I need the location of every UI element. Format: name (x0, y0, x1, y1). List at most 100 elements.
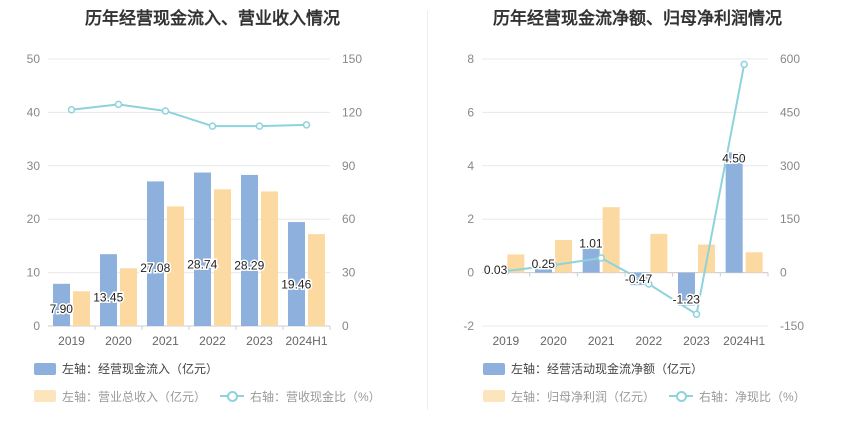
right-tick-label: -150 (780, 319, 804, 333)
data-label: 4.50 (722, 151, 746, 165)
legend-swatch (34, 362, 56, 375)
bar-归母净利润 (555, 240, 572, 273)
bar-归母净利润 (602, 207, 620, 273)
data-label: 13.45 (93, 290, 123, 304)
legend-row: 左轴：营业总收入（亿元） 右轴：营收现金比（%） (34, 388, 395, 406)
line-净现比 (505, 64, 746, 316)
x-tick-label: 2020 (105, 334, 132, 348)
legend-item[interactable]: 左轴：经营现金流入（亿元） (34, 360, 218, 377)
left-tick-label: 0 (33, 319, 40, 333)
left-tick-label: 30 (27, 159, 41, 173)
right-tick-label: 600 (780, 52, 800, 66)
left-tick-label: 50 (27, 52, 41, 66)
right-tick-label: 150 (780, 212, 800, 226)
right-tick-label: 0 (780, 266, 787, 280)
right-tick-label: 150 (342, 52, 362, 66)
chart-panel-right: 历年经营现金流净额、归母净利润情况 -2 0 2 4 6 8 -150 0 150 300 450 6… (425, 0, 850, 437)
x-tick-label: 2019 (58, 334, 85, 348)
data-label: -1.23 (673, 292, 701, 306)
chart-plot: 0 10 20 30 40 50 0 30 60 90 120 150 2019 2020 2021 2022… (27, 52, 363, 348)
x-tick-label: 2024H1 (285, 334, 327, 348)
line-point (114, 100, 123, 109)
left-tick-label: -2 (463, 319, 474, 333)
x-tick-label: 2023 (683, 334, 710, 348)
left-tick-label: 6 (467, 105, 474, 119)
legend-swatch (483, 390, 505, 402)
legend-row: 左轴：经营活动现金流净额（亿元） (483, 360, 820, 378)
line-point (692, 310, 701, 319)
legend-swatch (483, 362, 505, 375)
right-tick-label: 30 (342, 266, 356, 280)
bar-归母净利润 (507, 254, 525, 273)
panel-divider (427, 10, 428, 410)
chart-panel-left: 历年经营现金流入、营业收入情况 0 10 20 30 40 50 0 30 60 90 120 150… (27, 9, 395, 415)
bar-营业总收入 (308, 234, 325, 326)
left-tick-label: 20 (27, 212, 41, 226)
bar-经营现金流入 (194, 172, 211, 326)
chart-plot: -2 0 2 4 6 8 -150 0 150 300 450 600 2019 2020 2021 2022… (463, 52, 804, 348)
data-label: 28.29 (234, 259, 264, 273)
x-tick-label: 2021 (588, 334, 615, 348)
right-tick-label: 300 (780, 159, 800, 173)
legend-label: 左轴：营业总收入（亿元） (62, 389, 207, 404)
right-tick-label: 90 (342, 159, 356, 173)
data-label: 7.90 (50, 302, 74, 316)
data-label: 0.03 (484, 263, 508, 277)
bar-营业总收入 (214, 189, 231, 326)
left-tick-label: 4 (467, 159, 474, 173)
bar-营业总收入 (120, 268, 137, 326)
right-tick-label: 60 (342, 212, 356, 226)
chart-title: 历年经营现金流入、营业收入情况 (85, 9, 340, 28)
legend-label: 左轴：归母净利润（亿元） (511, 389, 656, 404)
chart-title: 历年经营现金流净额、归母净利润情况 (493, 9, 782, 28)
legend-item[interactable]: 左轴：经营活动现金流净额（亿元） (483, 360, 703, 377)
bar-经营现金流入 (288, 222, 305, 326)
line-point (502, 267, 510, 275)
data-label: -0.47 (625, 272, 653, 286)
x-tick-label: 2020 (540, 334, 567, 348)
right-tick-label: 120 (342, 105, 362, 119)
line-point (67, 105, 76, 114)
left-tick-label: 10 (27, 266, 41, 280)
chart-legend: 左轴：经营活动现金流净额（亿元） 左轴：归母净利润（亿元） 右轴：净现比（%） (483, 360, 820, 415)
legend-item[interactable]: 左轴：营业总收入（亿元） (34, 388, 206, 405)
bar-经营现金流入 (100, 254, 117, 326)
line-point (255, 122, 264, 130)
line-point (302, 121, 311, 129)
x-tick-label: 2023 (246, 334, 273, 348)
legend-item[interactable]: 左轴：归母净利润（亿元） (483, 388, 655, 405)
legend-swatch (34, 390, 56, 402)
left-tick-label: 8 (467, 52, 474, 66)
line-point (549, 261, 558, 269)
left-tick-label: 2 (467, 212, 474, 226)
bar-经营活动现金流净额 (725, 152, 743, 273)
x-tick-label: 2022 (635, 334, 662, 348)
legend-row: 左轴：经营现金流入（亿元） (34, 360, 395, 378)
legend-item[interactable]: 右轴：净现比（%） (669, 388, 806, 405)
legend-line-icon (220, 390, 245, 402)
legend-item[interactable]: 右轴：营收现金比（%） (220, 388, 381, 405)
line-营收现金比 (71, 103, 307, 128)
legend-label: 右轴：净现比（%） (699, 389, 806, 404)
bar-经营活动现金流净额 (535, 265, 552, 273)
line-point (208, 122, 217, 130)
bar-营业总收入 (261, 191, 278, 326)
x-tick-label: 2021 (152, 334, 179, 348)
chart-legend: 左轴：经营现金流入（亿元） 左轴：营业总收入（亿元） 右轴：营收现金比（%） (34, 360, 395, 415)
bar-归母净利润 (650, 233, 668, 273)
left-tick-label: 40 (27, 105, 41, 119)
legend-label: 左轴：经营现金流入（亿元） (62, 362, 219, 376)
data-label: 1.01 (579, 237, 603, 251)
right-tick-label: 450 (780, 105, 800, 119)
data-label: 19.46 (281, 277, 311, 291)
data-label: 28.74 (187, 258, 217, 272)
left-tick-label: 0 (467, 266, 474, 280)
bar-经营活动现金流净额 (678, 272, 695, 306)
data-label: 0.25 (532, 257, 556, 271)
x-tick-label: 2024H1 (723, 334, 765, 348)
bar-经营活动现金流净额 (487, 271, 505, 273)
legend-line-icon (669, 390, 694, 402)
x-tick-label: 2019 (492, 334, 519, 348)
bar-营业总收入 (73, 291, 90, 326)
right-tick-label: 0 (342, 319, 349, 333)
